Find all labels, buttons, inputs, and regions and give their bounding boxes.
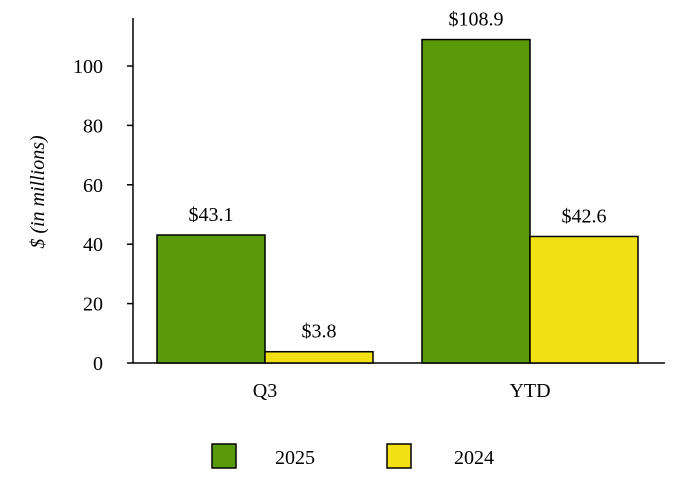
bar-2024-YTD (529, 235, 639, 364)
category-label: YTD (509, 380, 550, 402)
bar-2024-Q3 (264, 350, 374, 364)
y-tick-label: 40 (83, 234, 103, 256)
category-labels: Q3 YTD (253, 380, 551, 402)
bar-2025-YTD (421, 38, 531, 364)
legend-label: 2025 (275, 447, 315, 469)
y-ticks: 0 20 40 60 80 100 (73, 56, 133, 375)
bar-2025-Q3 (156, 234, 266, 364)
bars (156, 38, 639, 364)
legend: 2025 2024 (211, 443, 494, 469)
data-labels: $43.1 $3.8 $108.9 $42.6 (189, 9, 607, 343)
y-axis-label: $ (in millions) (27, 135, 49, 249)
legend-swatch (386, 443, 412, 469)
legend-swatch (211, 443, 237, 469)
y-tick-label: 20 (83, 294, 103, 316)
y-tick-label: 0 (93, 353, 103, 375)
y-tick-label: 60 (83, 175, 103, 197)
y-tick-label: 80 (83, 115, 103, 137)
data-label: $42.6 (562, 205, 607, 227)
legend-label: 2024 (454, 447, 494, 469)
category-label: Q3 (253, 380, 277, 402)
data-label: $43.1 (189, 204, 234, 226)
data-label: $3.8 (302, 321, 337, 343)
data-label: $108.9 (449, 9, 504, 31)
y-tick-label: 100 (73, 56, 103, 78)
